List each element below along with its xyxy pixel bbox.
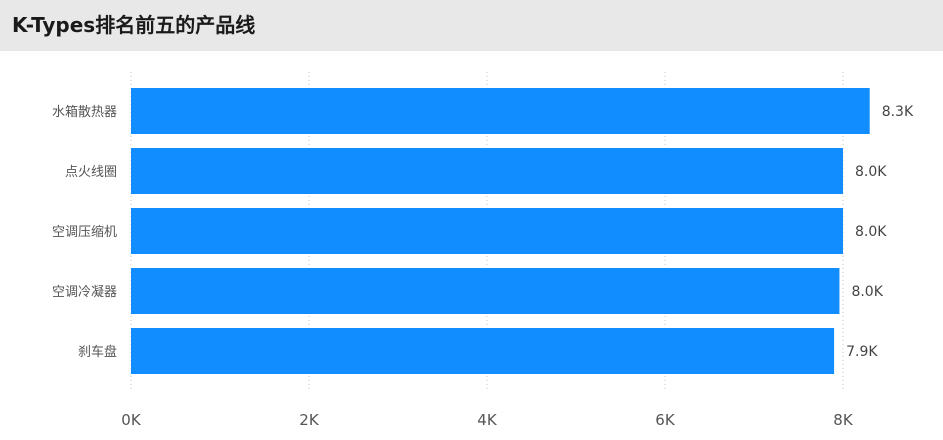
category-label-4: 刹车盘 (78, 344, 117, 360)
category-label-3: 空调冷凝器 (52, 284, 117, 300)
bar-0[interactable] (131, 88, 870, 134)
x-tick-label-0: 0K (121, 411, 142, 429)
x-tick-label-4: 8K (833, 411, 854, 429)
chart-title: K-Types排名前五的产品线 (12, 13, 256, 37)
category-label-2: 空调压缩机 (52, 224, 117, 240)
bar-4[interactable] (131, 328, 835, 374)
category-label-1: 点火线圈 (65, 165, 117, 180)
bar-3[interactable] (131, 268, 840, 314)
data-label-2: 8.0K (855, 224, 887, 240)
data-label-0: 8.3K (882, 104, 914, 120)
category-label-0: 水箱散热器 (52, 104, 117, 120)
bar-1[interactable] (131, 148, 843, 194)
bar-layer (131, 88, 870, 374)
bar-2[interactable] (131, 208, 843, 254)
chart-header: K-Types排名前五的产品线 (0, 0, 943, 51)
data-label-3: 8.0K (851, 284, 883, 300)
x-tick-label-3: 6K (655, 411, 676, 429)
data-label-4: 7.9K (846, 344, 878, 360)
x-tick-label-1: 2K (299, 411, 320, 429)
x-tick-label-2: 4K (477, 411, 498, 429)
label-layer: 0K 2K 4K 6K 8K 水箱散热器 8.3K 点火线圈 8.0K 空调压缩机 8.0K 空调冷凝… (52, 104, 914, 429)
data-label-1: 8.0K (855, 164, 887, 180)
